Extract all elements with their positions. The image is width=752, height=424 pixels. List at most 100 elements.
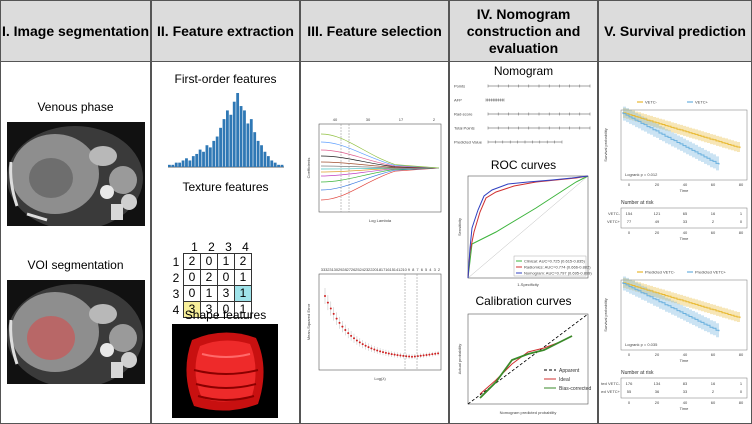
ct-venous-image: [7, 122, 145, 226]
calib-legend-entry: Ideal: [559, 377, 570, 383]
cv-point: [419, 354, 422, 357]
km-risk-title: Number at risk: [621, 370, 654, 376]
lasso-coef-path: [320, 167, 440, 183]
tumor-3d-shape: [172, 324, 278, 418]
matrix-row-label: 1: [172, 255, 180, 269]
km-risk-label: VETC+: [607, 219, 621, 224]
histogram-bar: [236, 93, 240, 167]
histogram-bar: [263, 151, 267, 167]
cv-point: [373, 348, 376, 351]
km-legend-entry: VETC-: [645, 100, 658, 105]
lasso-coef-path: [320, 165, 440, 169]
km-risk-xtick: 60: [711, 400, 716, 405]
km-risk-value: 0: [740, 389, 743, 394]
venous-phase-label: Venous phase: [37, 100, 114, 114]
cv-top-tick: 8: [412, 267, 415, 272]
km-risk-value: 2: [712, 219, 715, 224]
km-risk-value: 83: [683, 381, 688, 386]
km-risk-value: 16: [711, 211, 716, 216]
cv-top-tick: 17: [381, 267, 386, 272]
km-risk-value: 2: [712, 389, 715, 394]
lasso-coef-path: [320, 133, 440, 169]
cv-point: [437, 352, 440, 355]
cv-top-tick: 3: [434, 267, 437, 272]
km-risk-value: 154: [626, 211, 633, 216]
histogram-bar: [219, 127, 222, 167]
km-risk-value: 1: [740, 211, 743, 216]
histogram-bar: [243, 110, 246, 167]
cv-point: [431, 353, 434, 356]
roc-plot: Clinical: AUC=0.725 (0.615-0.835)Radiomi…: [457, 175, 592, 287]
calib-ylabel: Actual probability: [457, 344, 462, 374]
column-feature-extraction: II. Feature extraction First-order featu…: [151, 0, 300, 424]
cv-top-tick: 27: [347, 267, 352, 272]
lasso-coef-path: [320, 161, 440, 169]
cv-top-tick: 7: [416, 267, 419, 272]
matrix-cell: 1: [234, 269, 252, 286]
cv-point: [341, 325, 344, 328]
cv-point: [411, 355, 413, 358]
matrix-cell: 2: [234, 253, 252, 270]
lasso-coef-path: [320, 149, 440, 169]
roc-ylabel: Sensitivity: [457, 218, 462, 236]
nomogram-row-label: Points: [454, 84, 465, 89]
matrix-cell: 2: [183, 253, 201, 270]
km-risk-value: 49: [655, 219, 660, 224]
calib-xlabel: Nomogram predicted probability: [500, 410, 557, 415]
lasso-xlabel: Log Lambda: [369, 218, 392, 223]
matrix-cell: 1: [217, 253, 235, 270]
calibration-plot: Apparent Ideal Bias-corrected Nomogram pre…: [457, 313, 591, 415]
km-xtick: 0: [628, 352, 631, 357]
matrix-col-label: 1: [191, 240, 198, 254]
cv-point: [416, 355, 419, 358]
matrix-cell: 0: [183, 269, 201, 286]
histogram-bar: [198, 149, 202, 167]
cv-top-tick: 6: [421, 267, 424, 272]
cv-top-tick: 20: [372, 267, 377, 272]
calibration-title: Calibration curves: [475, 294, 572, 308]
cv-top-tick: 32: [325, 267, 330, 272]
cv-point: [344, 329, 347, 332]
km-risk-xtick: 0: [628, 230, 631, 235]
km-xtick: 40: [683, 352, 688, 357]
km-risk-xtick: 80: [739, 230, 744, 235]
km-xtick: 0: [628, 182, 631, 187]
histogram-bar: [246, 123, 250, 167]
matrix-row-label: 4: [172, 303, 180, 317]
cv-point: [396, 354, 399, 357]
histogram-bar: [215, 136, 219, 167]
cv-point: [364, 344, 367, 347]
histogram-bar: [205, 145, 209, 167]
cv-top-tick: 16: [385, 267, 390, 272]
cv-top-tick: 18: [377, 267, 382, 272]
cv-top-tick: 24: [359, 267, 364, 272]
cv-point: [405, 355, 408, 358]
calib-legend-entry: Apparent: [559, 368, 580, 374]
roc-legend-entry: Nomogram: AUC=0.797 (0.695-0.899): [524, 271, 592, 276]
histogram-chart: [168, 93, 284, 168]
histogram-bar: [178, 162, 182, 167]
cv-point: [376, 349, 379, 352]
column-survival-prediction: V. Survival prediction VETC- VETC+ Surviva…: [598, 0, 752, 424]
histogram-bar: [232, 101, 236, 167]
column-title: V. Survival prediction: [598, 0, 752, 62]
histogram-bar: [253, 132, 257, 167]
km-risk-xtick: 80: [739, 400, 744, 405]
lasso-coef-path: [320, 155, 440, 169]
cv-point: [390, 353, 393, 356]
km-risk-xtick: 20: [655, 230, 660, 235]
matrix-cell: 1: [234, 285, 252, 302]
lasso-cv-plot: 33 32 31 30 29 28 27 26 25 24 23 22 20 18 17 16 15 14 12 10…: [306, 267, 442, 381]
cv-point: [326, 301, 329, 304]
cv-point: [353, 337, 355, 340]
cv-top-tick: 33: [321, 267, 326, 272]
histogram-bar: [181, 160, 185, 167]
histogram-bar: [280, 164, 284, 167]
ct-voi-image: [7, 280, 145, 384]
km-xtick: 60: [711, 182, 716, 187]
km-risk-xtick: 60: [711, 230, 716, 235]
lasso-top-tick: 17: [399, 117, 404, 122]
cv-point: [434, 352, 437, 355]
cv-point: [370, 347, 373, 350]
